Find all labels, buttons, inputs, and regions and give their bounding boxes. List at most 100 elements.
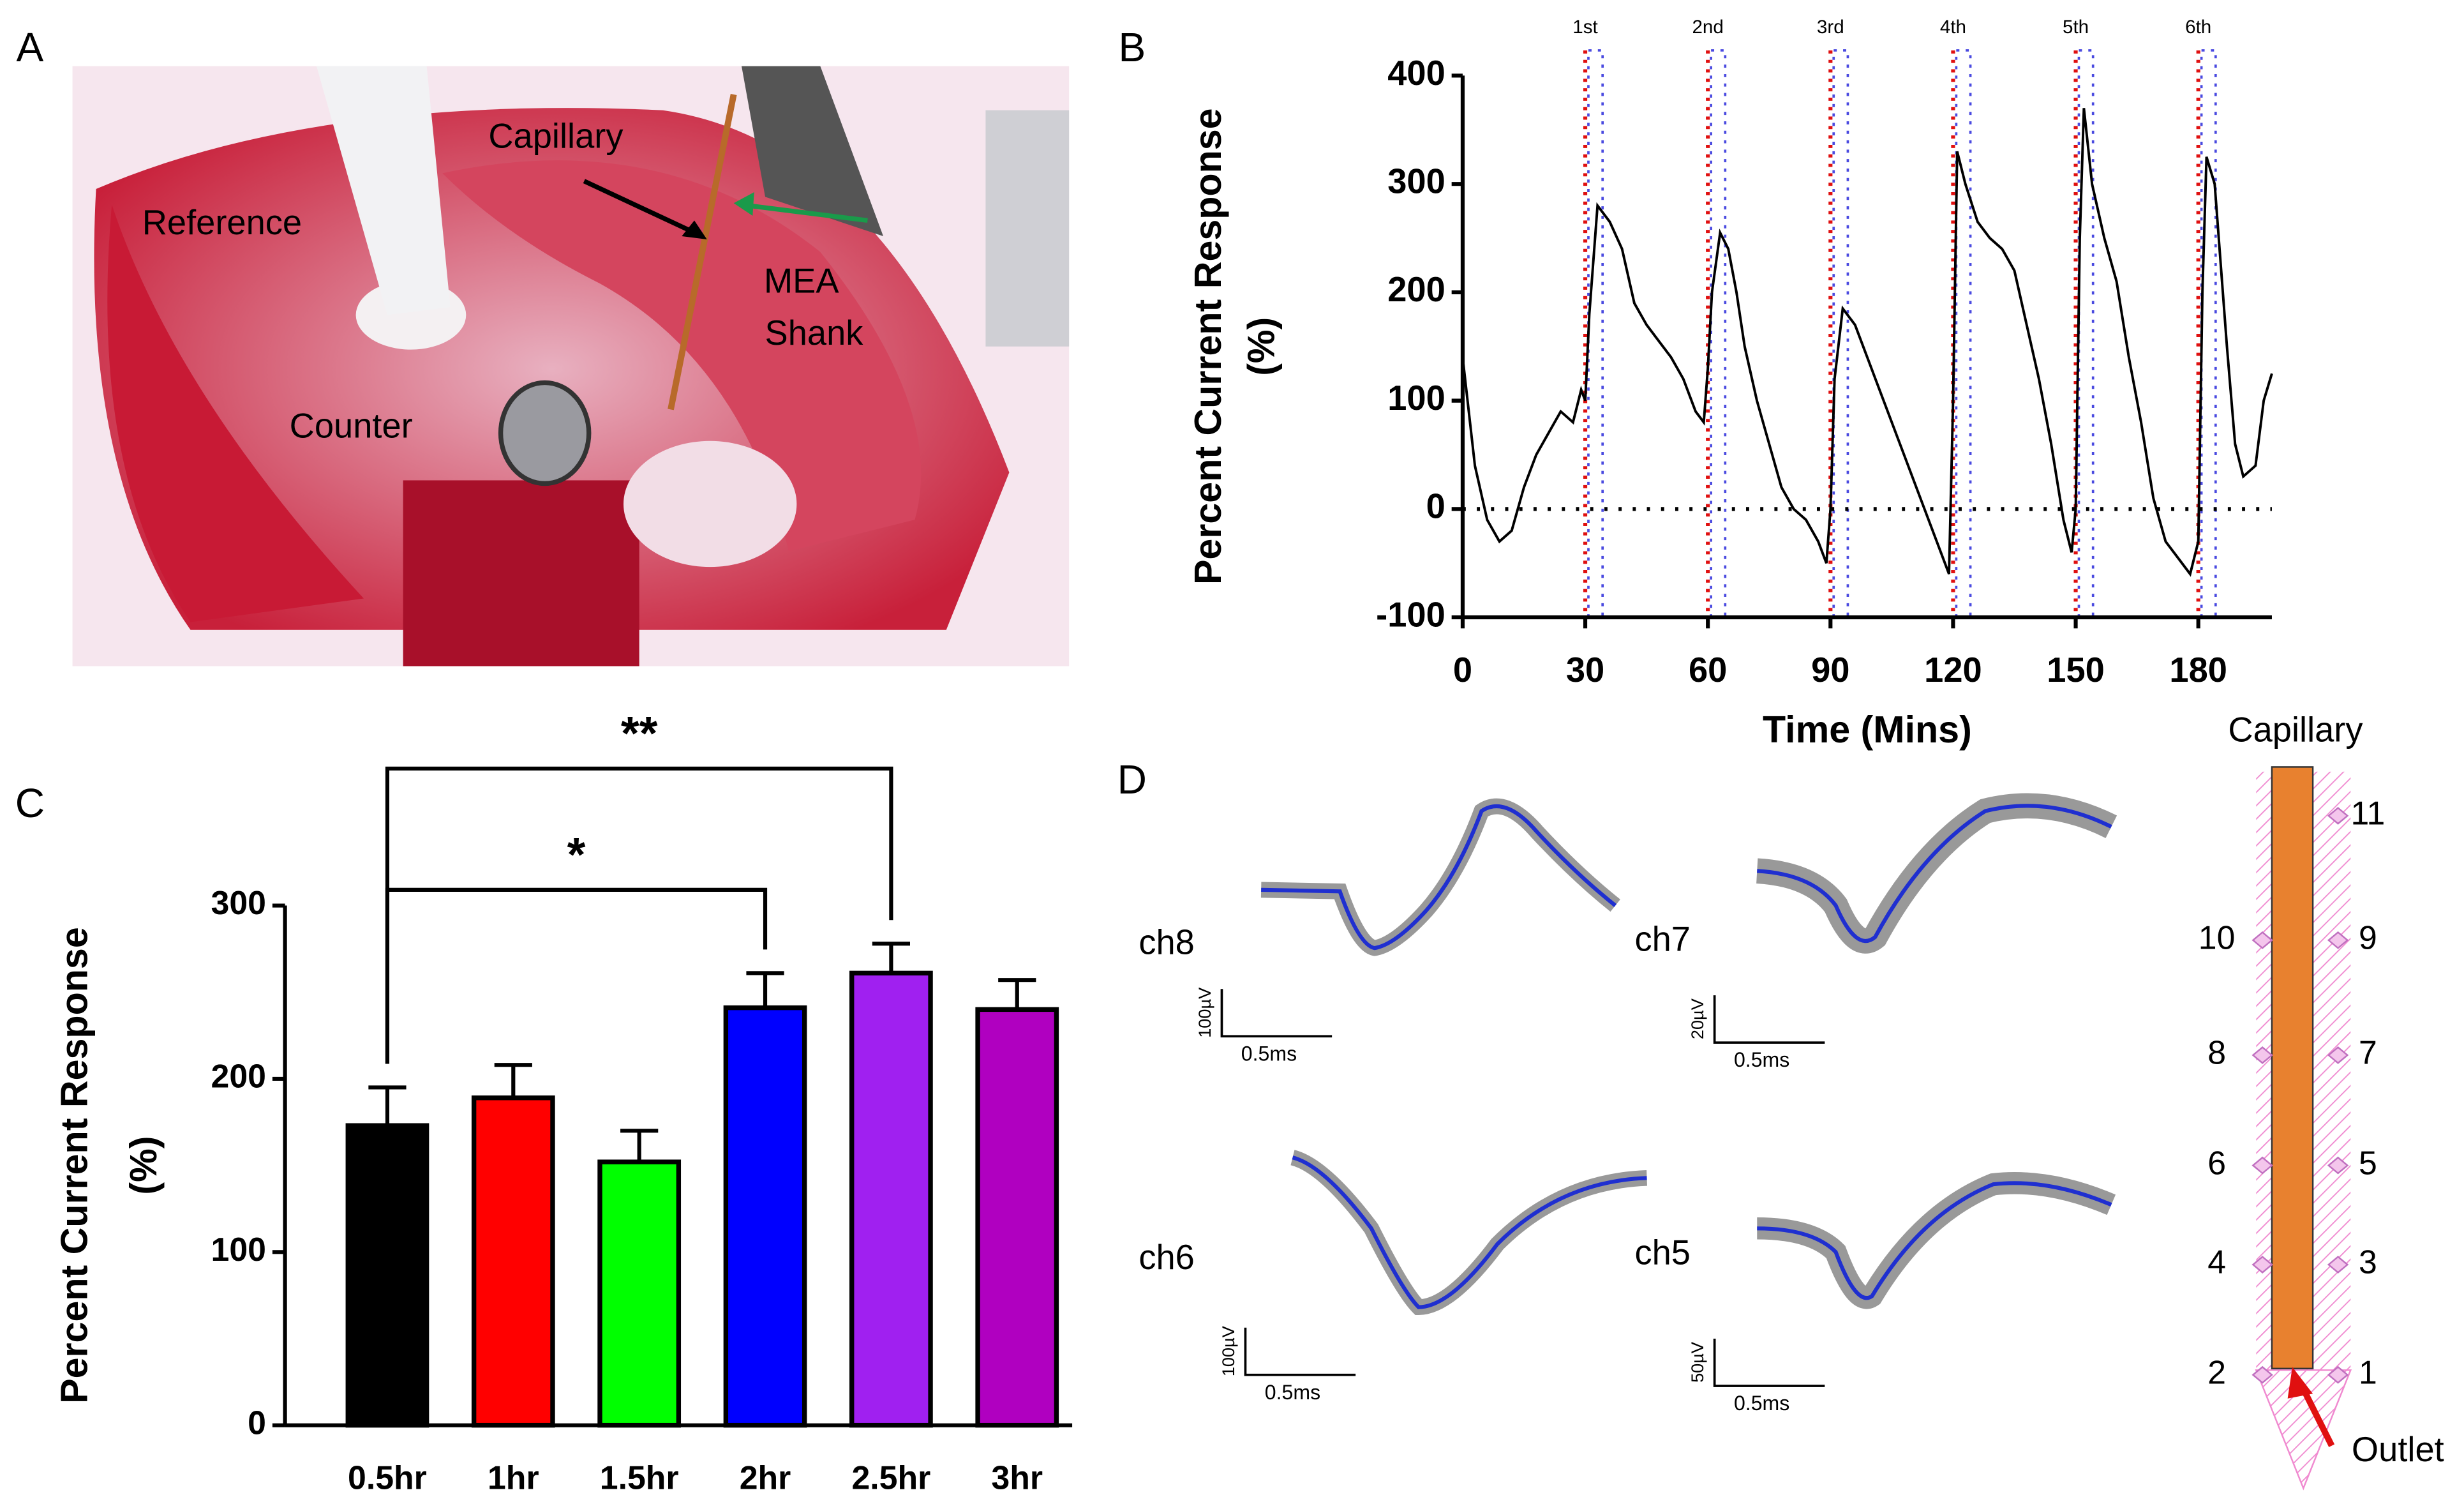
channel-label: ch5 [1634,1233,1690,1272]
scale-bar [1220,989,1333,1038]
y-tick-label: 0 [248,1404,266,1441]
electrode-site [2251,931,2273,949]
x-tick-label: 180 [2169,650,2227,689]
tissue-highlight [623,440,797,568]
scale-label: 100µV [1195,988,1214,1038]
y-axis-label: (%) [122,1136,165,1195]
y-tick-label: -100 [1376,595,1445,634]
bar [597,1159,682,1428]
significance-bracket [385,887,768,1064]
arrowhead [2287,1367,2313,1399]
photo-label: Capillary [488,116,623,155]
electrode-number: 7 [2359,1034,2377,1071]
clamp [985,110,1070,347]
tissue-edge [107,204,364,622]
electrode-site [2327,931,2349,949]
electrode-site [2327,1256,2349,1274]
capillary-bar [2271,766,2314,1370]
wave-mean [1292,1155,1647,1309]
panel-letter: D [1117,756,1147,802]
tissue-fold [442,160,922,552]
bar [975,1007,1059,1428]
bar [345,1123,429,1428]
data-line [1461,108,2273,577]
x-tick-label: 90 [1811,650,1849,689]
electrode-number: 6 [2207,1144,2226,1181]
arrowhead [733,192,754,216]
electrode-site [2327,806,2349,825]
annotation: 2nd [1692,17,1723,38]
scale-bar [1713,995,1825,1044]
electrode-number: 10 [2199,919,2236,956]
wave-mean [1757,1181,2112,1300]
photo-label: Shank [765,313,864,352]
electrode-number: 9 [2359,919,2377,956]
counter-screw [498,380,592,486]
electrode-site [2251,1156,2273,1175]
x-tick-label: 120 [1924,650,1982,689]
electrode-number: 1 [2359,1353,2377,1390]
x-tick-label: 3hr [991,1459,1043,1496]
probe-title: Capillary [2228,711,2363,749]
holder-block [403,480,639,666]
wave-band [1290,1150,1648,1315]
significance-label: * [567,828,586,881]
y-tick-label: 0 [1426,487,1445,526]
injection-window [1587,49,1604,619]
scale-label: 50µV [1687,1342,1707,1383]
channel-label: ch8 [1139,923,1195,962]
electrode-site [2327,1365,2349,1384]
electrode-number: 2 [2207,1353,2226,1390]
x-tick-label: 0.5hr [348,1459,427,1496]
wave-mean [1757,804,2112,944]
electrode-site [2251,1256,2273,1274]
bar [723,1005,807,1428]
x-tick-label: 2.5hr [851,1459,930,1496]
waveforms [1245,756,2117,1315]
probe-label: Outlet [2352,1430,2444,1469]
scale-bar [1713,1338,1825,1387]
electrode-number: 3 [2359,1244,2377,1281]
x-tick-label: 2hr [740,1459,791,1496]
annotation: 5th [2063,17,2089,38]
photo [72,66,1070,666]
electrode-number: 5 [2359,1144,2377,1181]
shank-holder [742,66,884,237]
arrowhead [682,220,707,239]
panel-letter: A [17,24,44,70]
electrode-site [2251,1046,2273,1064]
scale-label: 0.5ms [1265,1381,1320,1404]
photo-label: Reference [142,203,302,242]
bar [471,1095,555,1428]
y-axis-label: Percent Current Response [1186,108,1229,585]
electrode-site [2327,1156,2349,1175]
scale-label: 20µV [1687,998,1707,1039]
x-tick-label: 1hr [488,1459,539,1496]
y-tick-label: 300 [211,884,266,921]
panel-letter: B [1118,24,1146,70]
annotation: 4th [1940,17,1966,38]
electrode-number: 4 [2207,1244,2226,1281]
x-tick-label: 0 [1453,650,1472,689]
shank-arrow [741,202,868,223]
y-tick-label: 100 [211,1231,266,1268]
electrode-site [2251,1365,2273,1384]
y-tick-label: 300 [1387,162,1445,200]
photo-label: Counter [290,406,413,445]
channel-label: ch7 [1634,920,1690,959]
annotation: 6th [2185,17,2211,38]
annotation: 1st [1572,17,1597,38]
wave-mean [1261,804,1617,951]
wave-band [1757,1172,2116,1309]
y-axis-label: Percent Current Response [53,927,96,1404]
y-tick-label: 200 [1387,270,1445,309]
wave-box [1245,756,1647,1087]
scale-bar [1244,1327,1356,1376]
electrode-number: 8 [2207,1034,2226,1071]
electrode-site [2327,1046,2349,1064]
significance-label: ** [621,707,658,760]
y-tick-label: 100 [1387,379,1445,417]
scale-label: 0.5ms [1734,1392,1789,1415]
scale-label: 0.5ms [1241,1042,1297,1065]
x-tick-label: 1.5hr [600,1459,679,1496]
